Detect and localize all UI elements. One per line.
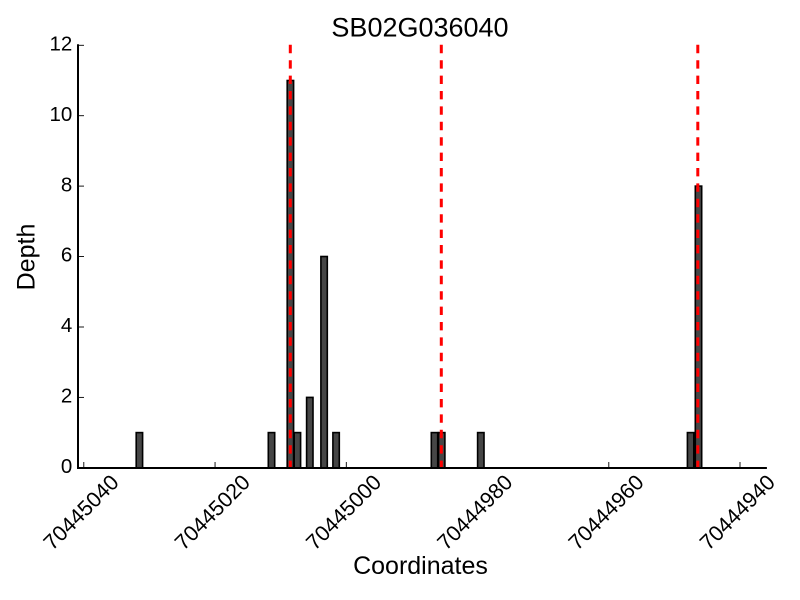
svg-text:10: 10 xyxy=(49,103,72,126)
svg-text:6: 6 xyxy=(61,244,72,267)
svg-text:SB02G036040: SB02G036040 xyxy=(331,13,508,43)
svg-text:2: 2 xyxy=(61,385,72,408)
svg-text:Coordinates: Coordinates xyxy=(353,552,488,580)
svg-text:Depth: Depth xyxy=(13,224,41,291)
svg-text:0: 0 xyxy=(61,455,72,478)
svg-text:12: 12 xyxy=(49,33,72,56)
svg-text:8: 8 xyxy=(61,173,72,196)
svg-text:4: 4 xyxy=(61,314,72,337)
